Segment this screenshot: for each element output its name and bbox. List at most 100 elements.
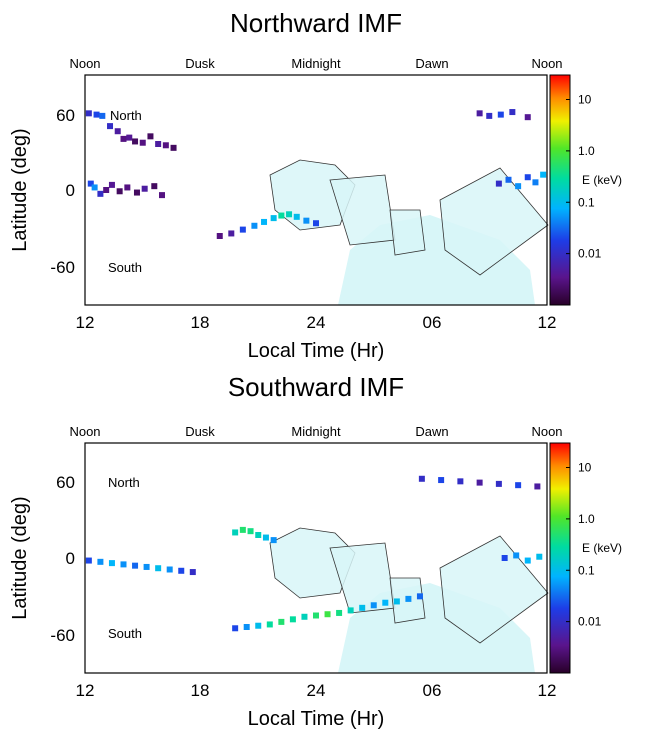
annotation-south: South xyxy=(108,626,142,641)
x-axis-label: Local Time (Hr) xyxy=(248,708,385,730)
data-pixel xyxy=(457,478,464,485)
colorbar-gradient xyxy=(549,442,571,674)
plot-area xyxy=(85,475,549,673)
data-pixel xyxy=(91,184,98,191)
data-pixel xyxy=(524,557,531,564)
colorbar-label: E (keV) xyxy=(582,173,622,187)
top-labels: Noon Dusk Midnight Dawn Noon xyxy=(69,56,562,71)
data-pixel xyxy=(393,598,400,605)
data-pixel xyxy=(189,569,196,576)
data-pixel xyxy=(178,567,185,574)
data-pixel xyxy=(370,602,377,609)
data-pixel xyxy=(418,475,425,482)
colorbar-tick-label: 10 xyxy=(578,93,592,107)
data-pixel xyxy=(132,562,139,569)
data-pixel xyxy=(116,188,123,195)
data-pixel xyxy=(85,557,92,564)
x-tick-24: 24 xyxy=(307,313,326,332)
colorbar-tick-label: 0.1 xyxy=(578,195,595,209)
y-axis-label: Latitude (deg) xyxy=(9,496,31,619)
data-pixel xyxy=(476,479,483,486)
data-pixel xyxy=(159,192,165,199)
y-tick-60: 60 xyxy=(56,106,75,125)
northward-imf-panel: Northward IMF Noon Dusk Midnight Dawn No… xyxy=(0,0,649,365)
y-tick-neg60: -60 xyxy=(50,626,75,645)
data-pixel xyxy=(313,612,319,619)
top-label-noon-left: Noon xyxy=(69,424,100,439)
top-label-dusk: Dusk xyxy=(185,56,215,71)
data-pixel xyxy=(289,616,296,623)
x-tick-12-left: 12 xyxy=(76,681,95,700)
x-tick-18: 18 xyxy=(191,681,210,700)
data-pixel xyxy=(114,128,121,135)
data-pixel xyxy=(270,215,277,222)
footprint-outline-1 xyxy=(329,174,396,246)
footprint-outline-2 xyxy=(439,167,549,276)
data-pixel xyxy=(313,220,319,227)
top-label-midnight: Midnight xyxy=(291,424,341,439)
data-pixel xyxy=(405,595,412,602)
footprint-outline-2 xyxy=(439,535,549,644)
top-label-dawn: Dawn xyxy=(415,56,448,71)
data-pixel xyxy=(216,233,223,239)
data-pixel xyxy=(515,482,522,489)
data-pixel xyxy=(162,142,169,149)
chart-title: Northward IMF xyxy=(230,8,402,38)
top-labels: Noon Dusk Midnight Dawn Noon xyxy=(69,424,562,439)
x-tick-12-left: 12 xyxy=(76,313,95,332)
data-pixel xyxy=(497,111,504,118)
data-pixel xyxy=(228,230,235,237)
data-pixel xyxy=(261,218,268,225)
y-ticks: 60 0 -60 xyxy=(50,473,75,645)
data-pixel xyxy=(266,621,273,628)
y-axis-label: Latitude (deg) xyxy=(9,128,31,251)
top-label-noon-right: Noon xyxy=(531,56,562,71)
y-tick-0: 0 xyxy=(66,181,75,200)
data-pixel xyxy=(509,109,516,116)
data-pixel xyxy=(416,593,423,600)
data-pixel xyxy=(255,532,262,538)
data-pixel xyxy=(170,144,177,151)
colorbar: 10 1.0 0.1 0.01 xyxy=(549,74,602,306)
data-pixel xyxy=(534,483,541,490)
data-pixel xyxy=(93,111,100,118)
colorbar-gradient xyxy=(549,74,571,306)
data-pixel xyxy=(505,176,512,183)
data-pixel xyxy=(107,123,114,130)
data-pixel xyxy=(324,611,331,618)
data-pixel xyxy=(155,141,162,147)
data-pixel xyxy=(255,622,262,629)
data-pixel xyxy=(97,190,104,197)
data-pixel xyxy=(151,183,158,190)
data-pixel xyxy=(536,553,543,560)
data-pixel xyxy=(108,560,115,567)
footprint-outline-3 xyxy=(389,209,426,256)
data-pixel xyxy=(540,171,547,178)
x-ticks: 12 18 24 06 12 xyxy=(76,313,557,332)
data-pixel xyxy=(85,110,92,117)
x-tick-12-right: 12 xyxy=(538,313,557,332)
data-pixel xyxy=(239,226,246,233)
data-pixel xyxy=(270,537,277,544)
data-pixel xyxy=(513,552,520,559)
data-pixel xyxy=(120,135,127,142)
data-pixel xyxy=(301,613,308,620)
data-pixel xyxy=(139,139,146,146)
x-tick-24: 24 xyxy=(307,681,326,700)
colorbar-label: E (keV) xyxy=(582,541,622,555)
data-pixel xyxy=(359,604,366,611)
data-pixel xyxy=(108,181,115,188)
data-pixel xyxy=(87,180,94,187)
data-pixel xyxy=(232,625,239,632)
chart-title: Southward IMF xyxy=(228,372,404,402)
data-pixel xyxy=(97,558,104,565)
plot-area xyxy=(85,109,549,305)
data-pixel xyxy=(524,174,531,181)
colorbar-tick-label: 1.0 xyxy=(578,512,595,526)
data-pixel xyxy=(515,183,522,190)
top-label-dawn: Dawn xyxy=(415,424,448,439)
y-tick-neg60: -60 xyxy=(50,258,75,277)
top-label-noon-right: Noon xyxy=(531,424,562,439)
southward-imf-panel: Southward IMF Noon Dusk Midnight Dawn No… xyxy=(0,366,649,731)
data-pixel xyxy=(126,134,133,141)
